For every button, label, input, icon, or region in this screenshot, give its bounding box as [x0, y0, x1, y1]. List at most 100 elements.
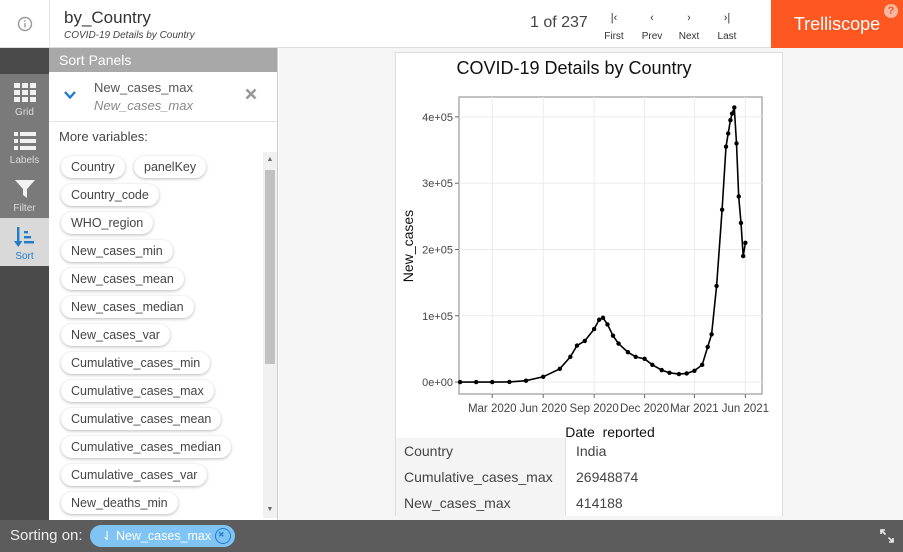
plot-area — [458, 96, 763, 395]
sort-var-chip[interactable]: Cumulative_cases_var — [61, 464, 208, 486]
data-point — [659, 367, 664, 373]
data-point — [540, 374, 546, 379]
header-bar: by_Country COVID-19 Details by Country 1… — [0, 0, 903, 48]
sort-var-chip[interactable]: New_cases_mean — [61, 268, 184, 290]
trelliscope-brand: Trelliscope ? — [771, 0, 903, 48]
sorting-on-label: Sorting on: — [10, 527, 83, 544]
sort-icon — [13, 227, 34, 247]
brand-label: Trelliscope — [793, 13, 881, 34]
data-point — [523, 378, 529, 383]
sort-var-chip[interactable]: Cumulative_cases_median — [61, 436, 232, 458]
scroll-down-arrow-icon[interactable]: ▼ — [266, 506, 274, 513]
last-page-icon: ›| — [723, 12, 731, 24]
active-sort-pill[interactable]: ⇃ New_cases_max — [90, 525, 236, 547]
y-tick-label: 3e+05 — [422, 178, 453, 190]
cognostic-key: Country — [396, 438, 566, 464]
data-point — [650, 362, 655, 368]
data-point — [600, 315, 606, 320]
data-point — [684, 371, 689, 376]
data-point — [736, 194, 741, 199]
data-point — [728, 118, 733, 123]
sort-var-chip[interactable]: Cumulative_cases_max — [61, 380, 214, 402]
sidebar-item-sort[interactable]: Sort — [0, 218, 49, 266]
data-point — [642, 356, 647, 362]
help-icon[interactable]: ? — [884, 4, 898, 18]
sort-direction-chevron-down-icon[interactable] — [63, 88, 77, 102]
list-icon — [13, 132, 36, 150]
data-point — [692, 368, 697, 373]
x-tick-label: Mar 2020 — [468, 403, 517, 415]
plot-grid — [459, 97, 762, 394]
page-counter: 1 of 237 — [530, 14, 588, 31]
display-subtitle: COVID-19 Details by Country — [64, 30, 195, 41]
x-axis-label: Date_reported — [565, 424, 655, 438]
prev-page-button[interactable]: ‹ Prev — [634, 10, 670, 42]
data-point — [732, 105, 737, 110]
sort-var-chip[interactable]: Cumulative_cases_mean — [61, 408, 222, 430]
sort-var-chip[interactable]: Cumulative_cases_min — [61, 352, 211, 374]
sort-var-chip[interactable]: panelKey — [134, 156, 207, 178]
sort-var-chip[interactable]: New_deaths_min — [61, 492, 178, 514]
sort-var-chip[interactable]: Country_code — [61, 184, 159, 206]
data-point — [610, 333, 616, 338]
sort-variable-list: Country panelKey Country_code WHO_region… — [59, 152, 259, 518]
panel-area: COVID-19 Details by Country 0e+00 1e+05 2e… — [279, 48, 903, 520]
last-page-button[interactable]: ›| Last — [709, 10, 745, 42]
data-point — [490, 379, 495, 385]
active-sort-description: New_cases_max — [94, 98, 193, 113]
data-point — [507, 379, 512, 385]
prev-page-icon: ‹ — [650, 12, 654, 24]
sort-var-chip[interactable]: New_cases_var — [61, 324, 170, 346]
data-point — [473, 379, 479, 385]
data-point — [568, 354, 573, 360]
cognostic-key: New_cases_max — [396, 490, 566, 516]
data-point — [616, 341, 621, 346]
sort-var-chip[interactable]: WHO_region — [61, 212, 154, 234]
sidebar-item-filter[interactable]: Filter — [0, 170, 49, 218]
sort-var-chip[interactable]: Country — [61, 156, 125, 178]
sort-panel-heading: Sort Panels — [49, 48, 277, 72]
next-page-button[interactable]: › Next — [671, 10, 707, 42]
sort-pill-icon: ⇃ — [102, 529, 116, 543]
covid-line-chart: COVID-19 Details by Country 0e+00 1e+05 2e… — [400, 58, 769, 438]
remove-sort-close-icon[interactable] — [245, 88, 257, 100]
y-axis-label: New_cases — [400, 210, 416, 282]
data-point — [705, 344, 710, 350]
data-point — [591, 326, 597, 332]
data-point — [557, 366, 563, 372]
sidebar-item-grid[interactable]: Grid — [0, 74, 49, 122]
sidebar-rail: Grid Labels Filter Sort — [0, 48, 49, 520]
first-page-icon: |‹ — [610, 12, 618, 24]
remove-sort-pill-close-icon[interactable] — [215, 528, 232, 544]
data-point — [740, 253, 746, 259]
data-point — [596, 317, 602, 322]
x-tick-label: Mar 2021 — [670, 403, 719, 415]
sidebar-item-labels[interactable]: Labels — [0, 122, 49, 170]
cognostic-value: 26948874 — [566, 464, 782, 490]
sort-var-chip[interactable]: New_cases_min — [61, 240, 173, 262]
data-point — [633, 354, 638, 360]
cognostic-row: Cumulative_cases_max 26948874 — [396, 464, 782, 490]
data-point — [729, 111, 735, 116]
info-button[interactable] — [0, 0, 50, 48]
next-page-icon: › — [687, 12, 691, 24]
x-tick-label: Jun 2021 — [722, 403, 769, 415]
x-tick-label: Sep 2020 — [570, 403, 619, 415]
scroll-up-arrow-icon[interactable]: ▲ — [266, 156, 274, 163]
expand-fullscreen-icon[interactable] — [879, 528, 895, 544]
active-sort-pill-label: New_cases_max — [115, 529, 212, 543]
filter-icon — [14, 180, 35, 198]
first-page-button[interactable]: |‹ First — [596, 10, 632, 42]
scroll-thumb[interactable] — [265, 170, 275, 364]
variable-list-scrollbar[interactable]: ▲ ▼ — [263, 152, 277, 518]
data-point — [605, 322, 610, 327]
data-point — [625, 350, 631, 355]
cognostic-row: Country India — [396, 438, 782, 464]
cognostic-key: Cumulative_cases_max — [396, 464, 566, 490]
panel-card[interactable]: COVID-19 Details by Country 0e+00 1e+05 2e… — [395, 52, 783, 516]
data-point — [676, 371, 682, 377]
chart-title: COVID-19 Details by Country — [456, 58, 691, 78]
sort-var-chip[interactable]: New_cases_median — [61, 296, 194, 318]
y-tick-label: 1e+05 — [422, 311, 453, 323]
active-sort-name: New_cases_max — [94, 80, 193, 95]
